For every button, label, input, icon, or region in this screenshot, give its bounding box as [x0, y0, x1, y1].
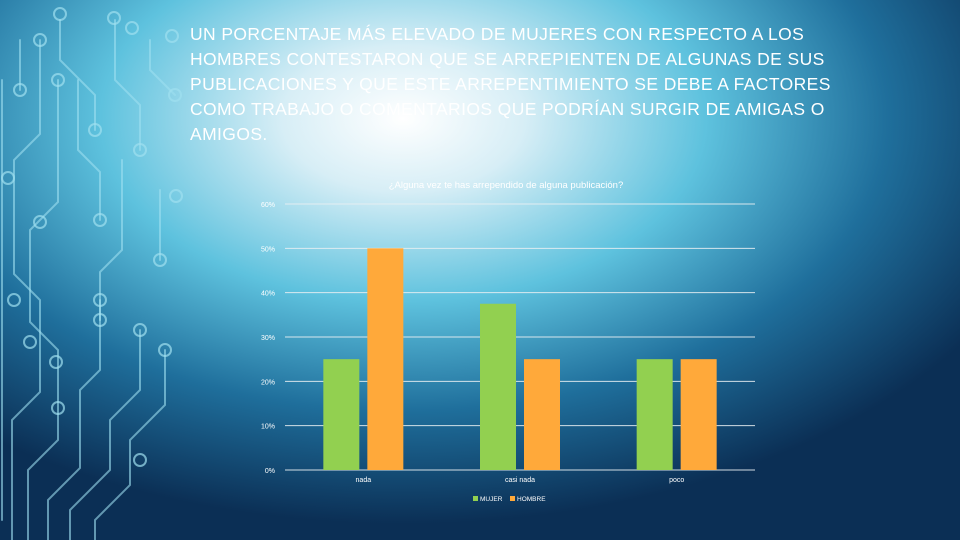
- circuit-node: [107, 11, 121, 25]
- y-tick-label: 20%: [261, 379, 275, 386]
- circuit-node: [158, 343, 172, 357]
- legend-swatch-hombre: [510, 496, 515, 501]
- circuit-trace: [47, 299, 101, 540]
- circuit-node: [51, 401, 65, 415]
- circuit-trace: [77, 79, 101, 221]
- bar-hombre-0: [367, 248, 404, 470]
- circuit-node: [168, 88, 182, 102]
- circuit-node: [169, 189, 183, 203]
- circuit-node: [93, 213, 107, 227]
- x-tick-label: casi nada: [505, 477, 535, 484]
- slide-heading: UN PORCENTAJE MÁS ELEVADO DE MUJERES CON…: [190, 24, 831, 144]
- circuit-node: [23, 335, 37, 349]
- circuit-trace: [149, 39, 176, 96]
- circuit-trace: [94, 349, 166, 540]
- circuit-node: [165, 29, 179, 43]
- circuit-node: [7, 293, 21, 307]
- y-tick-label: 60%: [261, 202, 275, 209]
- circuit-node: [133, 453, 147, 467]
- y-tick-label: 40%: [261, 291, 275, 298]
- circuit-node: [133, 323, 147, 337]
- chart-title: ¿Alguna vez te has arrependido de alguna…: [389, 180, 624, 191]
- legend-swatch-mujer: [473, 496, 478, 501]
- circuit-node: [33, 215, 47, 229]
- circuit-trace: [69, 329, 141, 540]
- circuit-node: [93, 293, 107, 307]
- y-tick-label: 0%: [265, 468, 275, 475]
- circuit-node: [133, 143, 147, 157]
- circuit-node: [1, 171, 15, 185]
- bar-mujer-2: [636, 359, 673, 470]
- circuit-trace: [99, 159, 123, 321]
- circuit-trace: [27, 79, 59, 540]
- circuit-node: [93, 313, 107, 327]
- legend-label-hombre: HOMBRE: [517, 496, 546, 503]
- circuit-node: [53, 7, 67, 21]
- circuit-trace: [11, 39, 41, 540]
- circuit-node: [49, 355, 63, 369]
- circuit-trace: [114, 19, 141, 151]
- legend-label-mujer: MUJER: [480, 496, 503, 503]
- x-tick-label: nada: [356, 477, 372, 484]
- y-tick-label: 30%: [261, 335, 275, 342]
- bar-mujer-0: [323, 359, 360, 470]
- circuit-node: [13, 83, 27, 97]
- bar-hombre-1: [524, 359, 560, 470]
- circuit-node: [125, 21, 139, 35]
- circuit-node: [88, 123, 102, 137]
- circuit-decoration: [1, 7, 183, 540]
- bar-hombre-2: [680, 359, 717, 470]
- y-tick-label: 50%: [261, 246, 275, 253]
- bar-mujer-1: [480, 303, 516, 470]
- circuit-trace: [59, 19, 96, 131]
- circuit-node: [153, 253, 167, 267]
- y-tick-label: 10%: [261, 424, 275, 431]
- x-tick-label: poco: [669, 477, 684, 484]
- circuit-node: [33, 33, 47, 47]
- circuit-node: [51, 73, 65, 87]
